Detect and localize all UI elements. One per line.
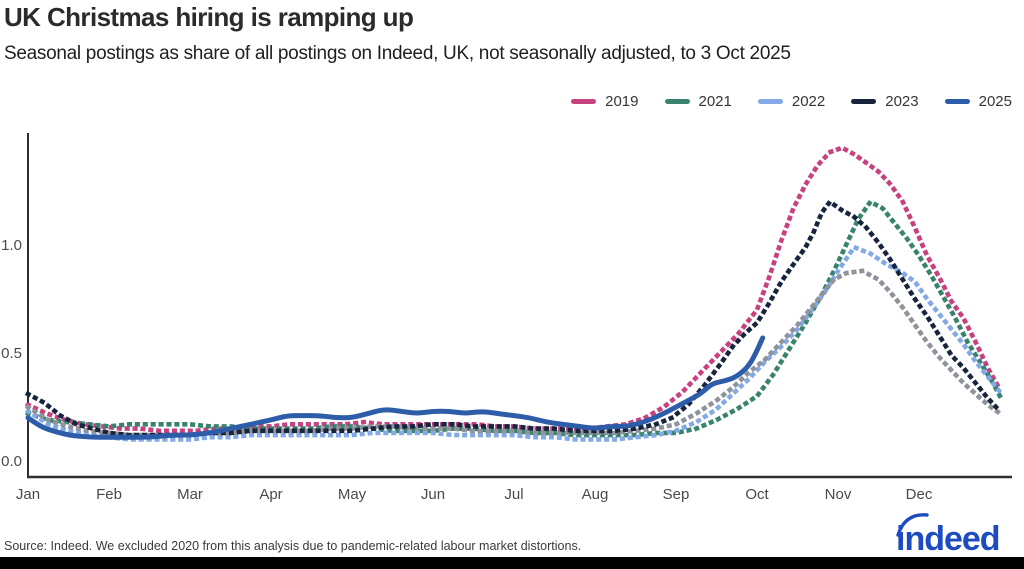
series-line-2019 — [24, 145, 1004, 434]
legend-label: 2019 — [605, 93, 639, 110]
source-note: Source: Indeed. We excluded 2020 from th… — [4, 539, 582, 553]
indeed-logo-text: indeed — [896, 520, 1000, 556]
x-tick-label-Nov: Nov — [825, 486, 852, 503]
y-tick-label: 0.0 — [1, 453, 22, 470]
x-tick-label-May: May — [338, 486, 367, 503]
legend-item-2019: 2019 — [571, 93, 639, 110]
x-tick-label-Jan: Jan — [16, 486, 40, 503]
x-tick-label-Jul: Jul — [504, 486, 523, 503]
y-tick-label: 0.5 — [1, 345, 22, 362]
legend-swatch-2025 — [944, 99, 970, 104]
chart-subtitle: Seasonal postings as share of all postin… — [4, 43, 791, 64]
x-tick-label-Feb: Feb — [96, 486, 122, 503]
legend-label: 2021 — [698, 93, 732, 110]
series-line-2025 — [25, 335, 766, 440]
legend-swatch-2021 — [664, 99, 690, 104]
x-tick-label-Sep: Sep — [663, 486, 690, 503]
legend-swatch-2023 — [851, 99, 877, 104]
legend-item-2021: 2021 — [664, 93, 732, 110]
x-tick-label-Dec: Dec — [906, 486, 933, 503]
x-tick-label-Aug: Aug — [582, 486, 609, 503]
legend-label: 2025 — [978, 93, 1012, 110]
series-line-2021 — [25, 199, 1004, 438]
legend-item-2023: 2023 — [851, 93, 919, 110]
series-line-2023 — [24, 199, 1004, 438]
chart-legend: 2019 2021 2022 2023 2025 — [571, 93, 1012, 110]
legend-swatch-2019 — [571, 99, 597, 104]
legend-item-2025: 2025 — [944, 93, 1012, 110]
indeed-logo-swoosh-icon — [896, 513, 929, 537]
series-line-gray-unlabeled — [24, 268, 1004, 438]
legend-label: 2023 — [885, 93, 919, 110]
bottom-black-bar — [0, 557, 1024, 569]
series-line-2022 — [24, 244, 1004, 442]
indeed-logo: indeed — [896, 513, 1001, 556]
legend-label: 2022 — [791, 93, 826, 110]
x-tick-label-Jun: Jun — [421, 486, 445, 503]
legend-swatch-2022 — [757, 99, 783, 104]
x-tick-label-Mar: Mar — [177, 486, 203, 503]
y-tick-label: 1.0 — [1, 237, 22, 254]
x-tick-label-Apr: Apr — [259, 486, 282, 503]
legend-item-2022: 2022 — [757, 93, 826, 110]
chart-svg: 0.0 0.5 1.0 Jan Feb Mar Apr May Jun Jul Aug Sep Oct N… — [1, 133, 1012, 503]
page-title: UK Christmas hiring is ramping up — [4, 2, 414, 32]
x-tick-label-Oct: Oct — [745, 486, 769, 503]
